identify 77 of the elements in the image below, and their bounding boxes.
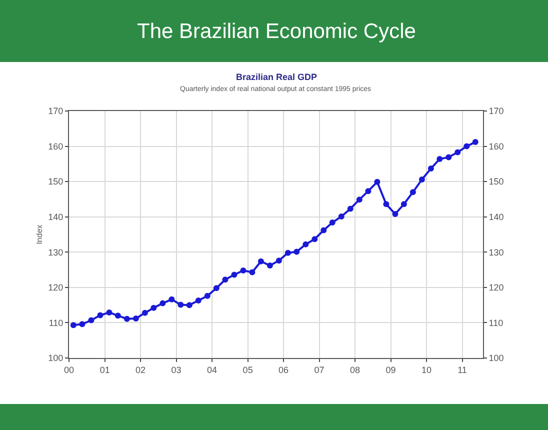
- y-tick-label: 120: [48, 282, 64, 293]
- point: [464, 143, 470, 150]
- point: [150, 304, 157, 311]
- point: [428, 166, 434, 172]
- y2-tick-label: 100: [488, 353, 504, 364]
- point: [79, 321, 86, 328]
- point: [356, 196, 362, 203]
- point: [142, 310, 148, 316]
- point: [294, 248, 300, 255]
- y-tick-label: 110: [48, 318, 64, 328]
- chart-subtitle: Brazilian Real GDP: [236, 72, 318, 82]
- point: [178, 302, 184, 308]
- point: [88, 317, 94, 324]
- point: [168, 296, 175, 302]
- point: [240, 267, 246, 274]
- point: [231, 272, 238, 278]
- point: [266, 262, 273, 269]
- point: [454, 149, 461, 156]
- x-tick-label: 08: [350, 364, 360, 375]
- point: [97, 312, 104, 318]
- point: [400, 201, 407, 208]
- point: [249, 269, 256, 276]
- point: [374, 178, 380, 185]
- point: [222, 276, 228, 283]
- x-tick-label: 10: [422, 364, 432, 375]
- point: [195, 297, 202, 304]
- x-tick-label: 09: [386, 364, 396, 375]
- point: [258, 258, 264, 264]
- point: [392, 211, 398, 218]
- x-tick-label: 05: [242, 364, 253, 375]
- point: [284, 250, 291, 256]
- point: [302, 241, 309, 248]
- point: [418, 176, 425, 182]
- point: [114, 312, 121, 319]
- y-tick-label: 100: [48, 353, 64, 364]
- point: [329, 220, 336, 226]
- x-tick-label: 02: [136, 364, 146, 375]
- x-tick-label: 04: [206, 364, 217, 375]
- y-axis-title: Index: [34, 224, 44, 244]
- x-tick-label: 00: [64, 364, 74, 375]
- y2-tick-label: 160: [488, 141, 504, 152]
- y-tick-label: 150: [48, 176, 64, 187]
- point: [446, 154, 452, 160]
- y-tick-label: 130: [48, 247, 64, 258]
- point: [213, 285, 220, 292]
- point: [276, 258, 282, 264]
- x-tick-label: 06: [278, 364, 289, 375]
- y2-tick-label: 110: [488, 318, 504, 328]
- point: [410, 189, 416, 196]
- y-tick-label: 140: [48, 212, 64, 222]
- point: [338, 214, 344, 220]
- point: [347, 206, 354, 212]
- y2-tick-label: 130: [488, 247, 504, 258]
- y-tick-label: 170: [48, 106, 64, 116]
- x-tick-label: 07: [314, 364, 324, 375]
- x-tick-label: 01: [100, 364, 110, 375]
- point: [132, 315, 139, 322]
- y2-tick-label: 150: [488, 176, 504, 187]
- x-tick-label: 03: [171, 364, 182, 375]
- point: [204, 292, 210, 299]
- y2-tick-label: 170: [488, 106, 504, 116]
- point: [383, 201, 390, 208]
- chart-title: The Brazilian Economic Cycle: [137, 20, 416, 43]
- point: [472, 139, 478, 146]
- point: [160, 300, 166, 306]
- point: [320, 227, 327, 234]
- y2-tick-label: 120: [488, 282, 504, 293]
- point: [124, 316, 130, 322]
- x-tick-label: 11: [458, 364, 467, 375]
- point: [70, 322, 76, 328]
- point: [312, 236, 318, 242]
- point: [106, 309, 112, 316]
- point: [186, 302, 192, 308]
- y-tick-label: 160: [48, 141, 64, 152]
- point: [436, 156, 443, 162]
- y2-tick-label: 140: [488, 212, 504, 222]
- point: [365, 188, 372, 194]
